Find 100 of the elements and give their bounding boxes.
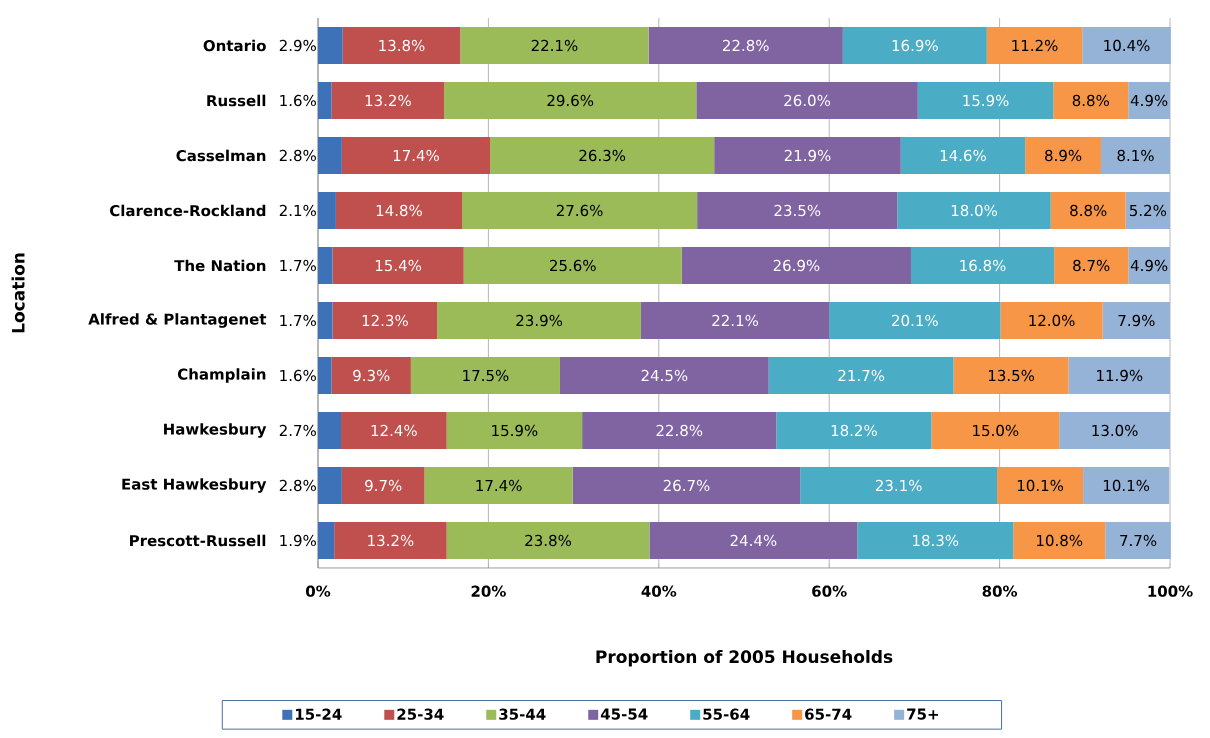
data-label: 29.6% xyxy=(547,94,594,107)
bar xyxy=(1128,246,1171,284)
data-label: 17.4% xyxy=(393,149,439,162)
bar xyxy=(714,136,901,174)
y-tick-label: Hawkesbury xyxy=(164,423,267,438)
bar xyxy=(931,411,1060,449)
y-tick-label: Russell xyxy=(207,94,266,107)
data-label: 22.1% xyxy=(531,39,578,52)
bar xyxy=(335,191,462,229)
data-label: 26.7% xyxy=(663,479,710,492)
y-tick-label: Ontario xyxy=(203,39,266,52)
data-label: 15.9% xyxy=(492,424,538,437)
bar xyxy=(800,466,998,504)
y-tick-label: Champlain xyxy=(177,368,266,383)
data-label: 23.5% xyxy=(774,204,821,217)
data-label: 15.4% xyxy=(375,259,422,272)
bar xyxy=(1105,521,1171,559)
data-label: 1.6% xyxy=(280,369,316,382)
bar xyxy=(318,81,332,119)
bar xyxy=(681,246,911,284)
bar xyxy=(446,521,650,559)
data-label: 15.9% xyxy=(963,94,1009,107)
x-tick-label: 0% xyxy=(306,585,331,597)
bar xyxy=(341,411,447,449)
bar xyxy=(776,411,932,449)
bar xyxy=(424,466,573,504)
bar xyxy=(900,136,1026,174)
y-tick-label: Clarence-Rockland xyxy=(110,204,266,217)
data-label: 16.8% xyxy=(960,259,1006,272)
data-label: 16.9% xyxy=(892,39,938,52)
data-label: 1.6% xyxy=(280,94,316,107)
data-label: 1.9% xyxy=(280,534,316,547)
bar xyxy=(1000,301,1103,339)
bar xyxy=(332,301,438,339)
bar xyxy=(341,136,491,174)
legend-label: 25-34 xyxy=(397,708,444,720)
data-label: 11.9% xyxy=(1097,369,1143,382)
bar xyxy=(1128,81,1171,119)
x-tick-label: 100% xyxy=(1148,585,1193,597)
bar xyxy=(342,26,461,64)
bar xyxy=(696,81,918,119)
data-label: 18.0% xyxy=(951,204,998,217)
bar xyxy=(460,26,649,64)
data-label: 21.7% xyxy=(838,369,885,382)
bar xyxy=(318,26,343,64)
bar xyxy=(490,136,715,174)
data-label: 15.0% xyxy=(973,424,1019,437)
data-label: 10.8% xyxy=(1037,534,1083,547)
data-label: 11.2% xyxy=(1012,39,1058,52)
bar xyxy=(331,81,445,119)
data-label: 23.8% xyxy=(525,534,572,547)
data-label: 12.4% xyxy=(371,424,417,437)
bar xyxy=(334,521,447,559)
bar xyxy=(462,191,698,229)
bar xyxy=(318,411,342,449)
data-label: 14.6% xyxy=(940,149,986,162)
x-tick-label: 80% xyxy=(982,585,1018,597)
data-label: 9.7% xyxy=(365,479,402,492)
legend-label: 75+ xyxy=(907,708,938,720)
data-label: 17.4% xyxy=(476,479,522,492)
data-label: 2.7% xyxy=(279,424,316,437)
data-label: 8.8% xyxy=(1072,94,1109,107)
bar xyxy=(1082,26,1171,64)
bar xyxy=(1059,411,1171,449)
bar xyxy=(911,246,1055,284)
data-label: 2.1% xyxy=(279,204,316,217)
data-label: 14.8% xyxy=(376,204,422,217)
data-label: 13.8% xyxy=(379,39,425,52)
data-label: 12.0% xyxy=(1029,314,1075,327)
data-label: 8.8% xyxy=(1070,204,1107,217)
bar xyxy=(444,81,697,119)
data-label: 13.5% xyxy=(988,369,1035,382)
y-tick-label: Casselman xyxy=(176,149,266,162)
data-label: 22.8% xyxy=(722,39,769,52)
data-label: 13.2% xyxy=(365,94,411,107)
x-axis-title: Proportion of 2005 Households xyxy=(596,649,893,667)
bar xyxy=(318,301,333,339)
y-tick-label: East Hawkesbury xyxy=(122,478,267,493)
bar xyxy=(997,466,1084,504)
data-label: 24.4% xyxy=(730,534,777,547)
data-label: 5.2% xyxy=(1129,204,1167,217)
data-label: 26.9% xyxy=(773,259,820,272)
x-tick-label: 40% xyxy=(641,585,677,597)
data-label: 26.3% xyxy=(579,149,626,162)
legend-label: 45-54 xyxy=(600,708,648,720)
bar xyxy=(559,356,769,394)
x-tick-label: 60% xyxy=(812,585,847,597)
y-tick-label: The Nation xyxy=(174,259,266,272)
data-label: 21.9% xyxy=(784,149,831,162)
data-label: 10.1% xyxy=(1017,479,1064,492)
bar xyxy=(842,26,987,64)
data-label: 7.9% xyxy=(1118,314,1155,327)
data-label: 8.1% xyxy=(1117,149,1154,162)
bar xyxy=(463,246,682,284)
data-label: 4.9% xyxy=(1130,94,1168,107)
bar xyxy=(318,466,342,504)
bar xyxy=(318,521,335,559)
bar xyxy=(1054,246,1129,284)
bar xyxy=(318,356,332,394)
bar xyxy=(697,191,898,229)
